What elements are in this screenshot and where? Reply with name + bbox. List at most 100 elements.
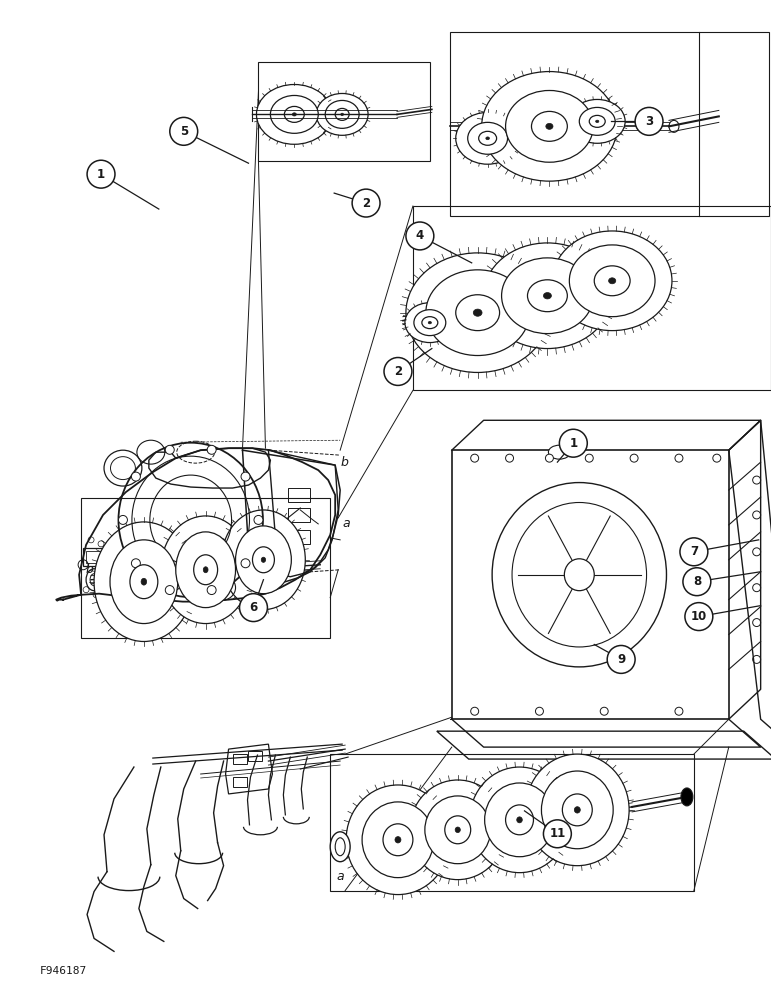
Circle shape [608,645,635,673]
Ellipse shape [594,266,630,296]
Ellipse shape [94,522,194,641]
Text: 6: 6 [249,601,258,614]
Ellipse shape [473,309,482,316]
Ellipse shape [546,123,553,129]
Ellipse shape [569,99,625,143]
Ellipse shape [483,243,611,349]
Ellipse shape [330,832,350,862]
Ellipse shape [553,231,672,331]
Circle shape [108,543,114,549]
Text: 8: 8 [692,575,701,588]
Ellipse shape [531,111,567,141]
Circle shape [506,454,513,462]
Ellipse shape [455,112,520,164]
Circle shape [630,454,638,462]
Circle shape [536,707,543,715]
Ellipse shape [526,754,629,866]
Circle shape [635,107,663,135]
Ellipse shape [252,547,274,573]
Text: 2: 2 [394,365,402,378]
Ellipse shape [284,106,304,122]
Circle shape [753,584,760,592]
Text: 1: 1 [97,168,105,181]
Ellipse shape [194,555,218,585]
Ellipse shape [90,574,98,586]
Ellipse shape [325,100,359,128]
Circle shape [98,541,104,547]
Circle shape [131,559,141,568]
Circle shape [406,222,434,250]
Circle shape [170,117,198,145]
Ellipse shape [176,532,235,608]
Ellipse shape [562,794,592,826]
Ellipse shape [406,253,550,372]
Circle shape [675,707,683,715]
Text: b: b [85,563,93,576]
Ellipse shape [445,816,471,844]
Ellipse shape [506,805,533,835]
Ellipse shape [261,557,266,562]
Ellipse shape [346,785,450,895]
Ellipse shape [469,767,569,873]
Ellipse shape [425,796,491,864]
Circle shape [131,472,141,481]
Circle shape [753,548,760,556]
Ellipse shape [422,317,438,329]
Circle shape [88,537,94,543]
Circle shape [713,454,721,462]
Ellipse shape [527,280,567,312]
Ellipse shape [608,278,616,284]
Ellipse shape [161,516,250,624]
Ellipse shape [340,113,344,116]
Circle shape [560,429,587,457]
Circle shape [207,586,216,595]
Circle shape [83,587,89,593]
Circle shape [241,559,250,568]
Circle shape [753,655,760,663]
Text: b: b [340,456,348,469]
Text: F946187: F946187 [39,966,86,976]
Ellipse shape [256,85,332,144]
Circle shape [680,538,708,566]
Circle shape [239,594,267,622]
Circle shape [546,454,554,462]
Text: 4: 4 [416,229,424,242]
Ellipse shape [579,107,615,135]
Ellipse shape [482,72,617,181]
Circle shape [165,445,174,454]
Circle shape [585,454,593,462]
Text: 9: 9 [617,653,625,666]
Ellipse shape [383,824,413,856]
Circle shape [543,820,571,848]
Ellipse shape [335,838,345,856]
Ellipse shape [486,137,489,140]
Text: 1: 1 [569,437,577,450]
Ellipse shape [681,788,693,806]
Circle shape [165,586,174,595]
Circle shape [753,476,760,484]
Ellipse shape [468,122,507,154]
Text: 11: 11 [549,827,566,840]
Circle shape [352,189,380,217]
Circle shape [685,603,713,631]
Text: 3: 3 [645,115,653,128]
Ellipse shape [589,115,605,127]
Circle shape [384,358,412,385]
Ellipse shape [428,321,432,324]
Ellipse shape [541,771,613,849]
Ellipse shape [335,108,349,120]
Circle shape [87,160,115,188]
Ellipse shape [516,817,523,823]
Ellipse shape [317,93,368,135]
Text: a: a [342,517,350,530]
Ellipse shape [410,780,506,880]
Text: 7: 7 [690,545,698,558]
Ellipse shape [293,113,296,116]
Circle shape [207,445,216,454]
Ellipse shape [395,837,401,843]
Ellipse shape [543,293,551,299]
Circle shape [753,619,760,627]
Ellipse shape [455,827,460,833]
Text: 5: 5 [180,125,188,138]
Ellipse shape [110,540,178,624]
